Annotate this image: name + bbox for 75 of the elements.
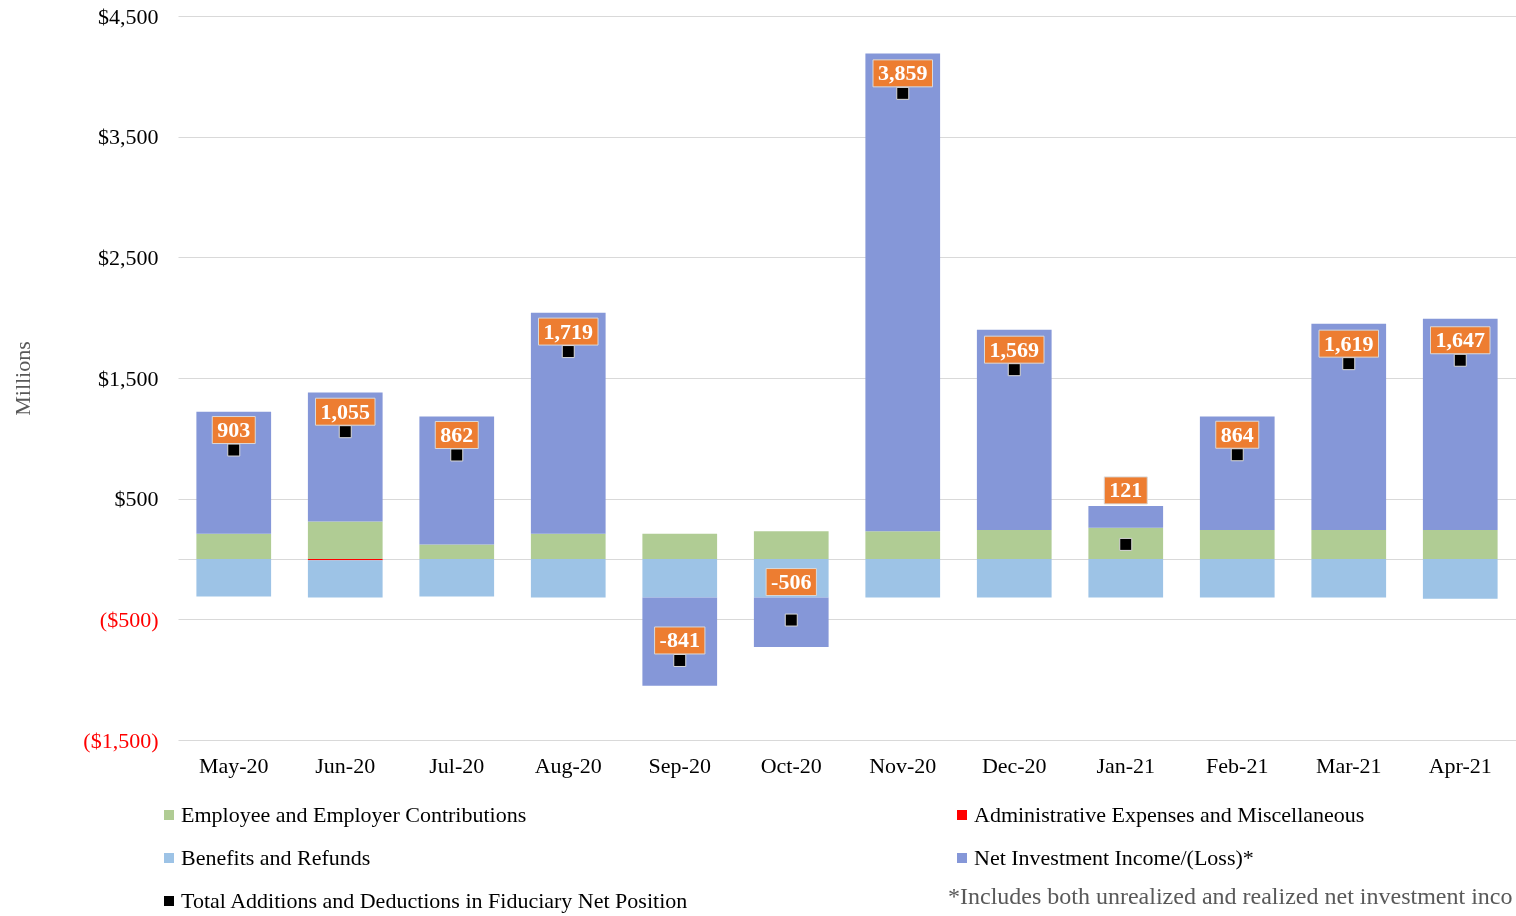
data-label: 1,647 bbox=[1435, 327, 1485, 353]
y-tick-label: $1,500 bbox=[98, 365, 159, 391]
data-label: -841 bbox=[659, 627, 700, 653]
y-tick-label: $4,500 bbox=[98, 3, 159, 29]
text: *Includes both unrealized and realized net investment inco bbox=[948, 883, 1513, 909]
bar bbox=[307, 560, 383, 598]
y-tick-label: ($500) bbox=[99, 606, 159, 632]
data-label: 1,619 bbox=[1324, 330, 1374, 356]
y-tick-label: $2,500 bbox=[98, 244, 159, 270]
data-label: 1,055 bbox=[320, 398, 370, 424]
bar bbox=[1199, 530, 1275, 559]
y-tick-label: $3,500 bbox=[98, 124, 159, 150]
point bbox=[1007, 363, 1021, 377]
x-tick-label: Apr-21 bbox=[1428, 752, 1492, 778]
data-label: -506 bbox=[771, 569, 812, 595]
bar bbox=[1088, 559, 1164, 598]
bar bbox=[196, 533, 272, 559]
point bbox=[450, 448, 464, 462]
x-tick-label: Feb-21 bbox=[1206, 752, 1269, 778]
x-tick-label: Nov-20 bbox=[869, 752, 937, 778]
point bbox=[561, 345, 575, 359]
bar bbox=[307, 521, 383, 559]
legend-label: Benefits and Refunds bbox=[181, 845, 371, 870]
x-tick-label: Oct-20 bbox=[760, 752, 822, 778]
x-tick-label: Jun-20 bbox=[315, 752, 376, 778]
data-label: 864 bbox=[1220, 421, 1254, 447]
bar bbox=[642, 533, 718, 559]
point bbox=[896, 86, 910, 100]
bar bbox=[530, 559, 606, 598]
x-tick-label: Jul-20 bbox=[429, 752, 485, 778]
bar bbox=[530, 312, 606, 534]
bar bbox=[865, 559, 941, 598]
bar bbox=[1311, 559, 1387, 598]
point bbox=[227, 443, 241, 457]
bar bbox=[753, 531, 829, 559]
legend-label: Total Additions and Deductions in Fiduciary Net Position bbox=[181, 888, 688, 913]
legend-label: Administrative Expenses and Miscellaneous bbox=[974, 802, 1365, 827]
bar bbox=[419, 559, 495, 597]
x-tick-label: Mar-21 bbox=[1315, 752, 1382, 778]
point bbox=[1230, 448, 1244, 462]
y-axis-title: Millions bbox=[10, 341, 36, 416]
point bbox=[1453, 353, 1467, 367]
bar bbox=[976, 530, 1052, 559]
y-tick-label: ($1,500) bbox=[83, 727, 159, 753]
bar bbox=[1311, 530, 1387, 559]
bar bbox=[1199, 559, 1275, 598]
x-tick-label: Sep-20 bbox=[648, 752, 711, 778]
x-tick-label: Aug-20 bbox=[534, 752, 602, 778]
x-tick-label: Dec-20 bbox=[981, 752, 1047, 778]
legend-label: Employee and Employer Contributions bbox=[181, 802, 527, 827]
point bbox=[1342, 357, 1356, 371]
data-label: 3,859 bbox=[878, 60, 928, 86]
data-label: 903 bbox=[217, 417, 251, 443]
bar bbox=[1422, 559, 1498, 599]
point bbox=[338, 425, 352, 439]
bar bbox=[642, 559, 718, 598]
y-tick-label: $500 bbox=[114, 486, 159, 512]
bar bbox=[1088, 527, 1164, 559]
bar bbox=[419, 544, 495, 559]
point bbox=[673, 653, 687, 667]
point bbox=[1119, 537, 1133, 551]
x-tick-label: May-20 bbox=[198, 752, 269, 778]
legend-label: Net Investment Income/(Loss)* bbox=[974, 845, 1254, 870]
point bbox=[784, 613, 798, 627]
bar bbox=[865, 53, 941, 532]
bar bbox=[865, 531, 941, 559]
data-label: 121 bbox=[1109, 477, 1143, 503]
data-label: 1,719 bbox=[543, 318, 593, 344]
x-tick-label: Jan-21 bbox=[1096, 752, 1156, 778]
bar bbox=[976, 559, 1052, 598]
bar bbox=[1422, 530, 1498, 559]
bar bbox=[196, 559, 272, 597]
data-label: 1,569 bbox=[989, 336, 1039, 362]
bar bbox=[530, 533, 606, 559]
data-label: 862 bbox=[440, 421, 474, 447]
